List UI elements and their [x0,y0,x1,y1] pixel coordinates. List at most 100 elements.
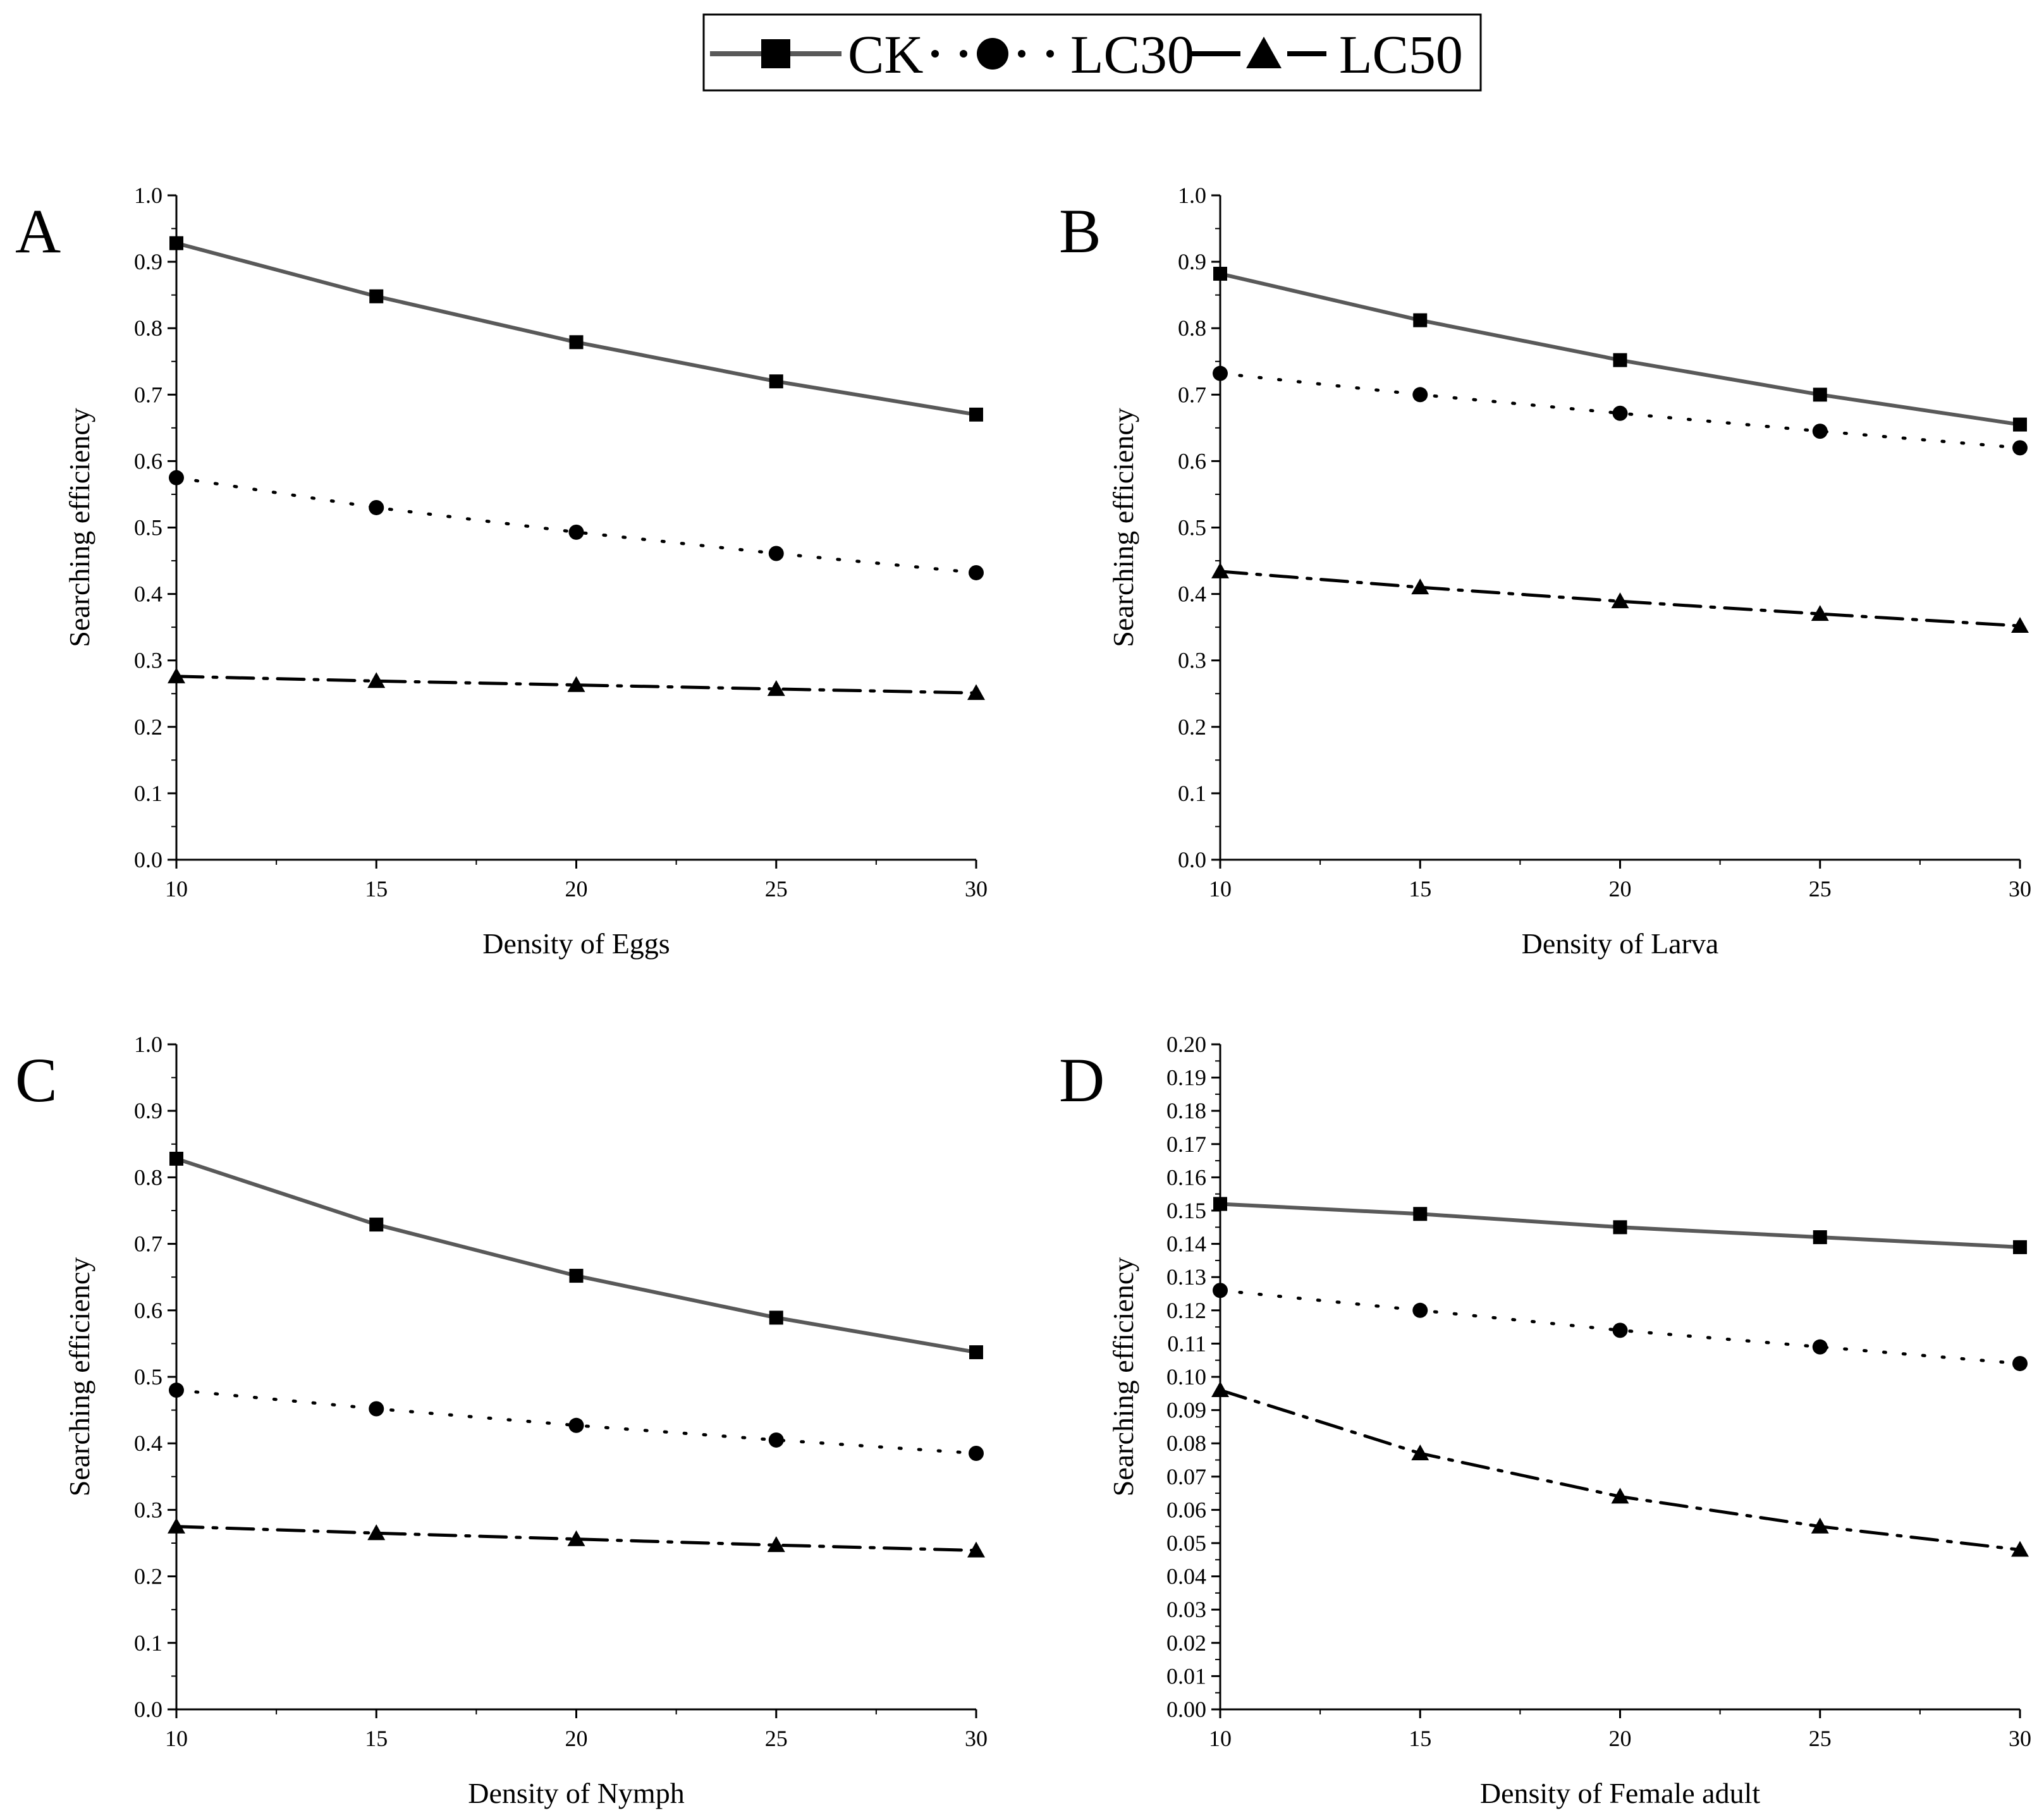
data-point-square [169,236,183,250]
data-point-square [1413,313,1428,327]
data-point-square [169,1151,183,1166]
series-line-lc50 [1218,570,2022,628]
y-tick-label: 0.8 [134,1164,162,1190]
data-point-triangle [1211,562,1229,578]
data-point-square [2013,417,2027,432]
y-tick-label: 0.4 [1178,582,1206,607]
data-point-square [569,335,584,350]
series-ck [169,236,983,422]
series-lc50 [1211,562,2029,633]
square-marker [761,39,790,68]
y-tick-label: 0.10 [1166,1364,1206,1389]
y-tick-label: 0.05 [1166,1530,1206,1556]
data-point-triangle [168,1517,185,1534]
y-tick-label: 0.11 [1167,1331,1206,1356]
series-line-ck [1218,272,2022,427]
y-tick-label: 0.07 [1166,1464,1206,1489]
series-lc30 [1213,1283,2028,1371]
data-point-circle [1213,365,1228,381]
y-tick-label: 0.6 [1178,448,1206,473]
y-tick-label: 0.8 [1178,315,1206,341]
x-tick-label: 15 [365,876,388,901]
data-point-circle [1412,387,1428,403]
y-tick-label: 1.0 [134,1032,162,1057]
x-tick-label: 25 [1809,1726,1832,1751]
x-tick-label: 25 [765,876,788,901]
y-tick-label: 0.20 [1166,1032,1206,1057]
y-tick-label: 0.1 [1178,781,1206,806]
y-tick-label: 0.03 [1166,1597,1206,1622]
data-point-square [1613,353,1627,367]
y-axis-title: Searching efficiency [1107,1257,1139,1496]
data-point-triangle [767,680,785,696]
x-tick-label: 30 [2009,876,2031,901]
data-point-triangle [2011,1541,2029,1557]
chart-panel-d: D 0.00 0.01 0.02 0.03 0.04 0.05 0.06 0.07 0.08 0.0… [1059,1032,2031,1809]
y-tick-label: 0.5 [134,1364,162,1389]
y-tick-label: 0.3 [134,648,162,673]
data-point-circle [2012,440,2028,456]
data-point-triangle [767,1536,785,1553]
y-tick-label: 0.01 [1166,1663,1206,1689]
series-lc50 [1211,1381,2029,1557]
data-point-circle [1812,1339,1828,1355]
y-tick-label: 0.17 [1166,1132,1206,1157]
x-tick-label: 15 [1409,876,1431,901]
data-point-square [1813,1230,1827,1245]
x-tick-label: 10 [165,876,188,901]
data-point-circle [2012,1355,2028,1371]
x-tick-label: 10 [165,1726,188,1751]
series-line-lc50 [1218,1388,2022,1552]
series-lc50 [168,1517,985,1558]
series-line-ck [174,241,978,417]
triangle-marker [1246,37,1282,68]
legend-label-ck: CK [848,24,923,85]
data-point-square [769,1310,783,1325]
legend-entry-lc30: LC30 [931,24,1194,85]
y-tick-label: 0.9 [1178,249,1206,274]
data-point-circle [568,1417,584,1433]
data-point-square [769,374,783,389]
data-point-triangle [367,672,386,688]
x-tick-label: 30 [965,876,988,901]
data-point-triangle [967,684,985,700]
y-tick-label: 0.3 [134,1497,162,1522]
chart-panels: A 0.0 0.1 0.2 0.3 0.4 0.5 0.6 0.7 0.8 0.9 1.0 10 15 20… [15,183,2031,1809]
y-tick-label: 0.06 [1166,1497,1206,1522]
panel-letter: A [15,196,61,266]
data-point-circle [1412,1302,1428,1318]
series-line-lc30 [174,1388,978,1455]
legend-entry-lc50: LC50 [1192,24,1463,85]
legend-label-lc50: LC50 [1339,24,1463,85]
data-point-circle [369,499,384,515]
data-point-triangle [967,1541,985,1558]
legend-dot [931,50,939,58]
data-point-triangle [367,1524,386,1541]
y-tick-label: 0.00 [1166,1697,1206,1722]
data-point-circle [369,1401,384,1417]
panel-letter: C [15,1045,58,1115]
data-point-square [369,1218,384,1232]
x-tick-label: 20 [565,1726,588,1751]
y-tick-label: 0.2 [134,1564,162,1589]
data-point-triangle [1611,1487,1629,1504]
data-point-square [369,289,384,303]
y-tick-label: 0.2 [1178,714,1206,740]
data-point-triangle [1411,578,1429,595]
y-tick-label: 0.8 [134,315,162,341]
y-tick-label: 0.08 [1166,1431,1206,1456]
y-tick-label: 0.9 [134,249,162,274]
x-axis-title: Density of Female adult [1480,1777,1761,1809]
legend-label-lc30: LC30 [1070,24,1194,85]
x-tick-label: 20 [1609,876,1632,901]
data-point-triangle [567,1530,585,1546]
y-tick-label: 0.9 [134,1098,162,1123]
series-line-lc50 [174,1525,978,1553]
x-tick-label: 20 [1609,1726,1632,1751]
data-point-circle [768,1432,784,1448]
data-point-square [2013,1240,2027,1254]
chart-panel-b: B 0.0 0.1 0.2 0.3 0.4 0.5 0.6 0.7 0.8 0.9 1.0 10 15 20… [1059,183,2031,960]
y-tick-label: 0.4 [134,1431,162,1456]
legend-dot [1046,50,1054,58]
data-point-square [1213,1197,1227,1211]
